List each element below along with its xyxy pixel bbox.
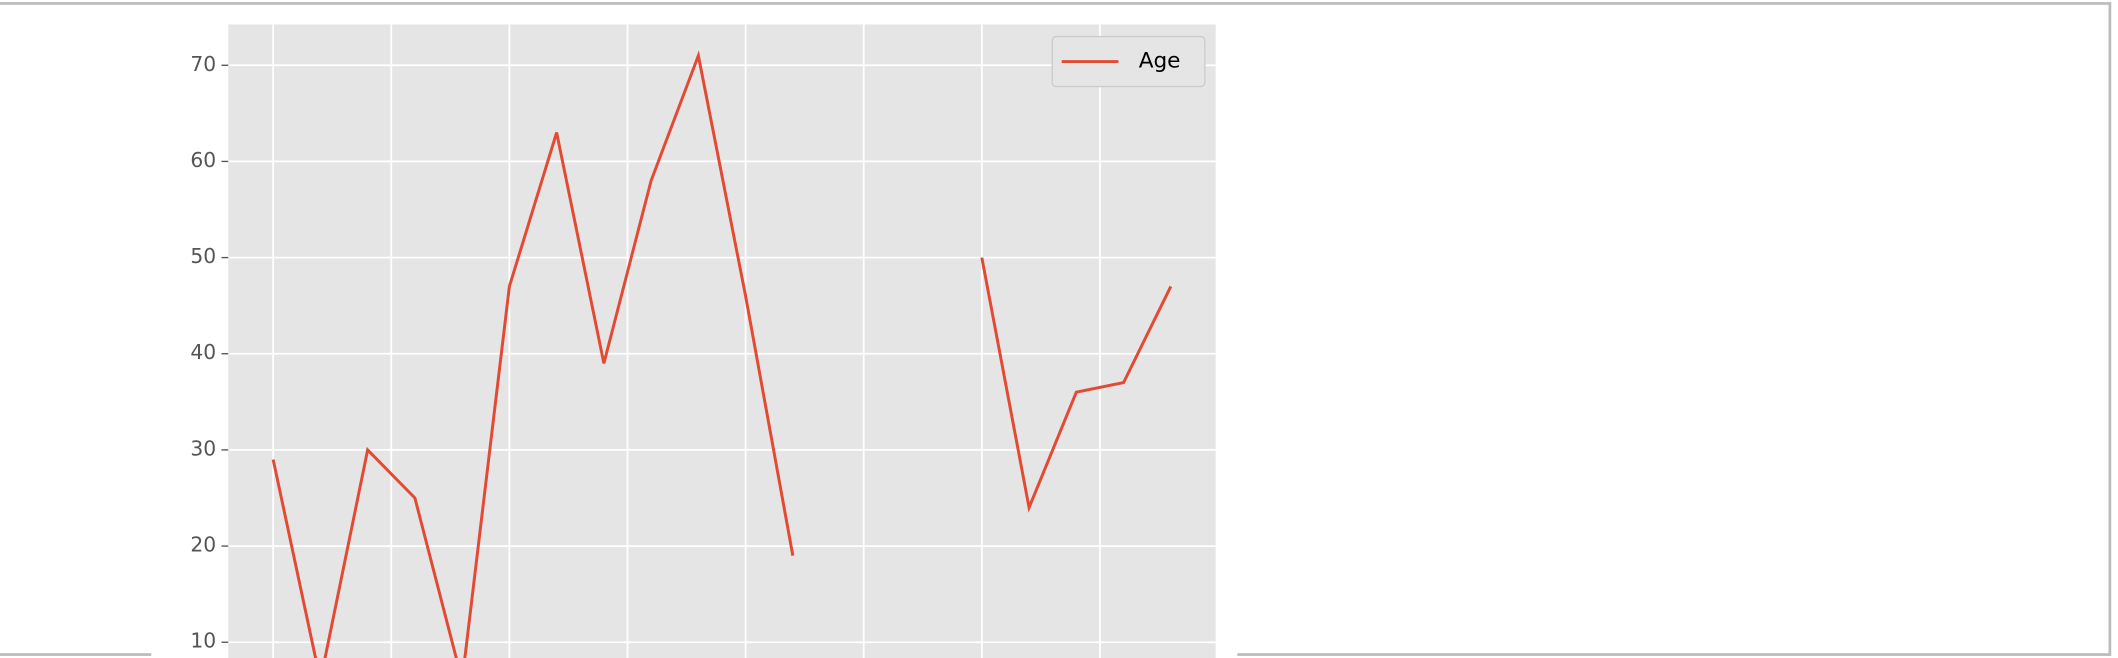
- y-tick-label: 20: [190, 533, 216, 557]
- plot-area: [228, 24, 1216, 658]
- y-tick-label: 60: [190, 148, 216, 172]
- legend: Age: [1051, 35, 1206, 88]
- y-tick-label: 70: [190, 52, 216, 76]
- data-line: [271, 50, 1173, 658]
- y-tick-label: 30: [190, 436, 216, 460]
- legend-box: [1051, 35, 1206, 88]
- y-tick-label: 50: [190, 244, 216, 268]
- y-tick-label: 10: [190, 629, 216, 653]
- plot-content: [228, 24, 1216, 658]
- y-tick-label: 40: [190, 340, 216, 364]
- legend-label: Age: [1139, 49, 1181, 74]
